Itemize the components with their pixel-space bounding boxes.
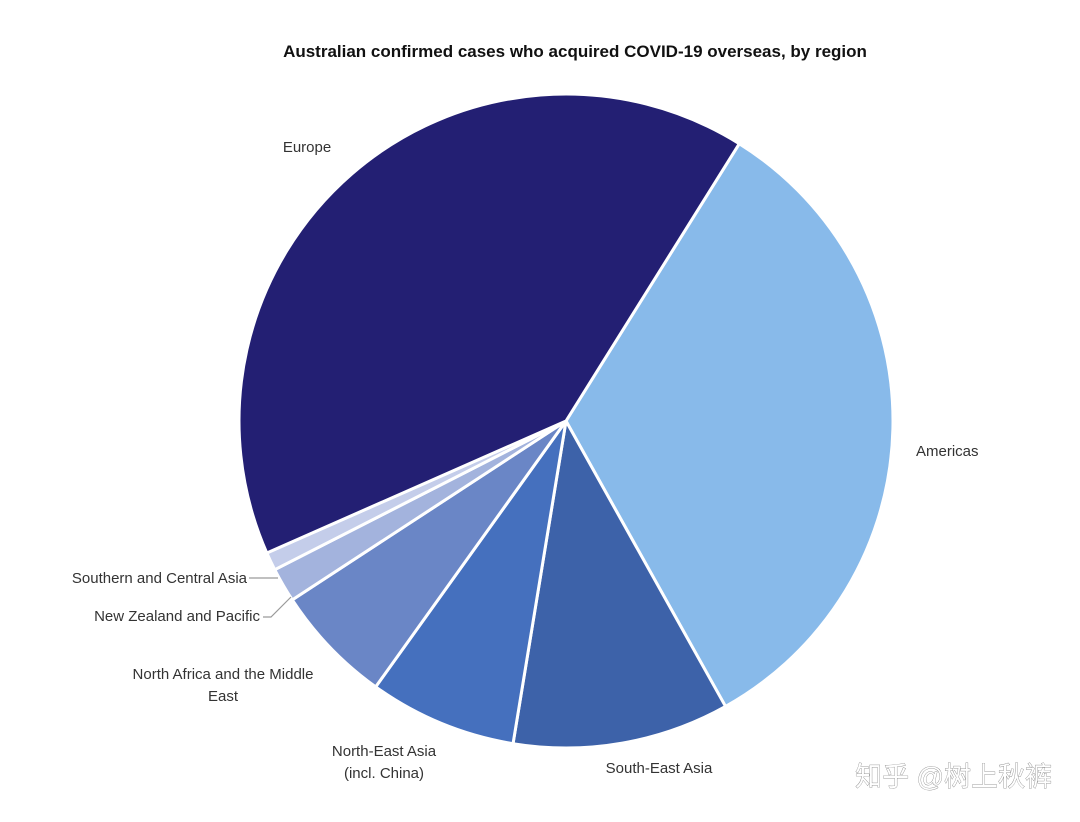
- slice-label: New Zealand and Pacific: [94, 608, 260, 625]
- label-leader-lines: [249, 577, 292, 618]
- pie-slice-north-east-asia-incl-china: [374, 419, 568, 746]
- slice-label: Southern and Central Asia: [72, 570, 248, 587]
- pie-slice-north-africa-and-the-middle-east: [290, 419, 568, 689]
- slice-label-line: New Zealand and Pacific: [94, 608, 260, 625]
- slice-label-line: East: [208, 688, 239, 705]
- slice-label: North-East Asia (incl. China): [332, 743, 437, 782]
- slice-label: Europe: [283, 139, 331, 156]
- slice-label-line: (incl. China): [344, 765, 424, 782]
- slice-label-line: North-East Asia: [332, 743, 437, 760]
- leader-line: [263, 596, 292, 618]
- pie-slice-south-east-asia: [511, 419, 728, 750]
- slice-label-line: Europe: [283, 139, 331, 156]
- chart-title: Australian confirmed cases who acquired …: [283, 42, 867, 61]
- pie-slice-europe: [237, 92, 741, 555]
- slice-labels: Americas South-East Asia North-East Asia (i…: [72, 139, 979, 782]
- slice-label: Americas: [916, 443, 979, 460]
- slice-label-line: Americas: [916, 443, 979, 460]
- pie-slices: [237, 92, 895, 750]
- slice-label-line: North Africa and the Middle: [133, 666, 314, 683]
- slice-label-line: South-East Asia: [606, 760, 713, 777]
- slice-label: South-East Asia: [606, 760, 713, 777]
- slice-label-line: Southern and Central Asia: [72, 570, 248, 587]
- slice-label: North Africa and the Middle East: [133, 666, 314, 705]
- watermark: 知乎 @树上秋裤: [855, 762, 1052, 792]
